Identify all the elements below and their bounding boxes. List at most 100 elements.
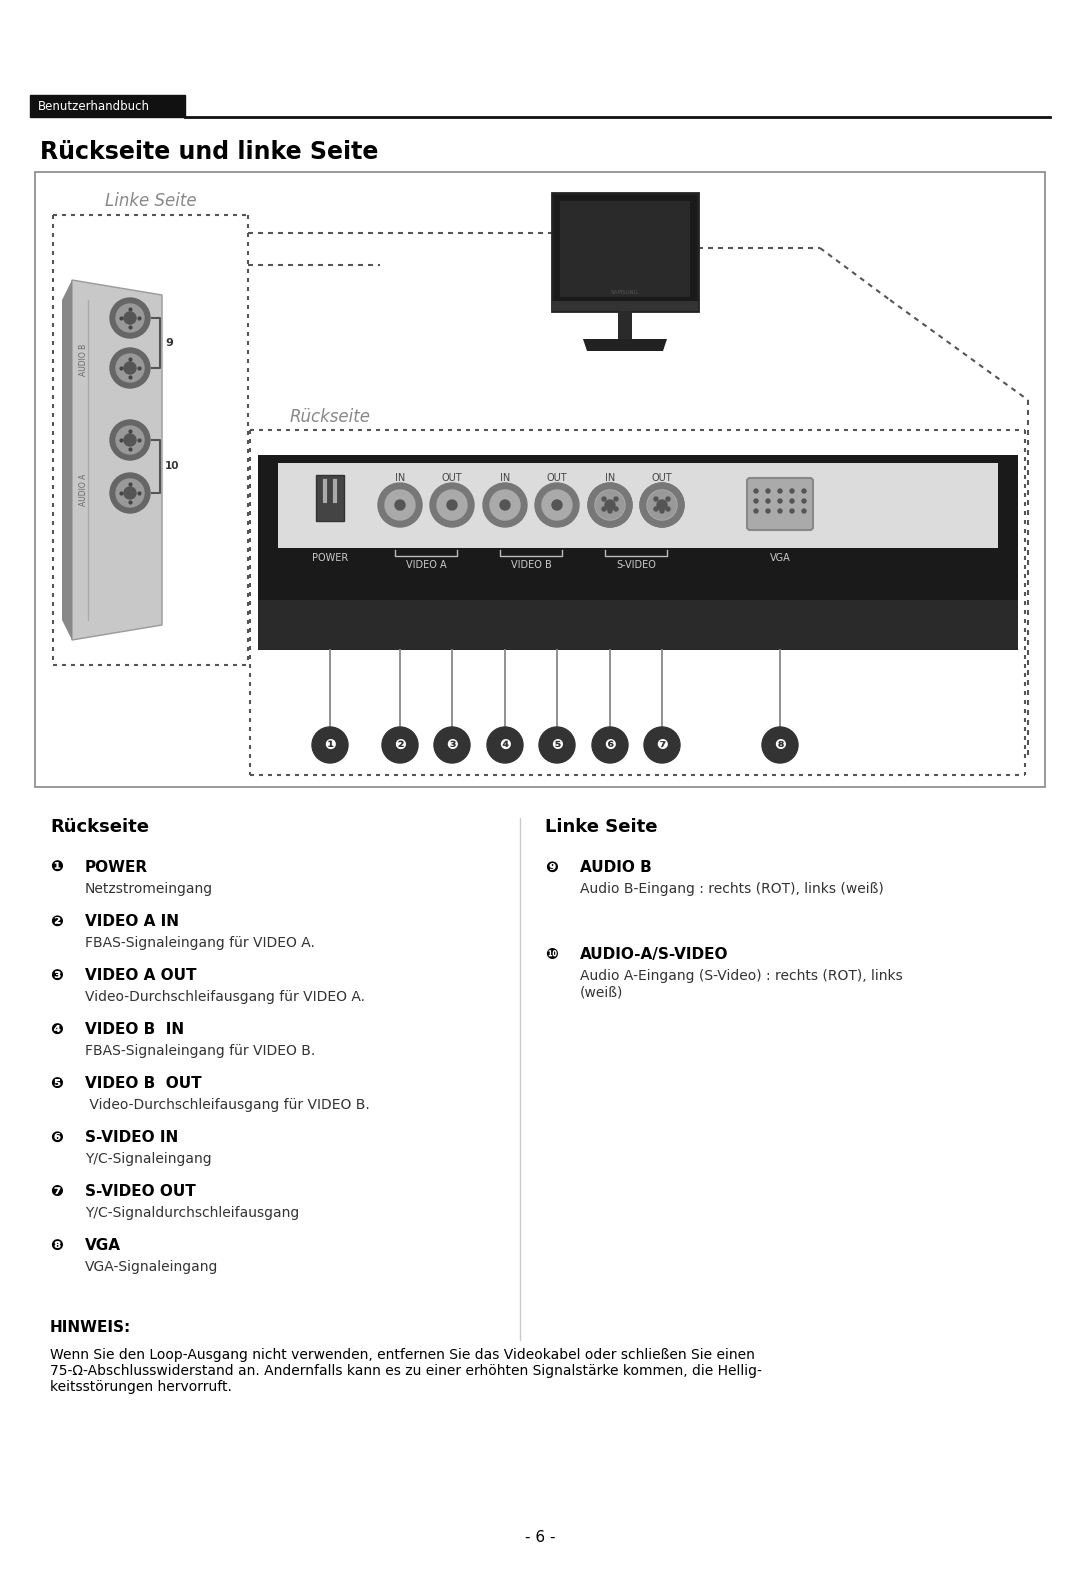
Text: Benutzerhandbuch: Benutzerhandbuch — [38, 100, 150, 112]
Text: OUT: OUT — [442, 474, 462, 483]
Bar — [35, 173, 1045, 787]
Bar — [316, 475, 345, 521]
Circle shape — [116, 304, 144, 333]
Circle shape — [592, 727, 627, 763]
Circle shape — [124, 363, 136, 374]
Circle shape — [124, 434, 136, 447]
Circle shape — [588, 483, 632, 527]
Bar — [258, 600, 1018, 649]
Text: 9: 9 — [165, 337, 173, 348]
Circle shape — [395, 501, 405, 510]
Bar — [258, 455, 1018, 649]
Circle shape — [778, 489, 782, 493]
Circle shape — [483, 483, 527, 527]
Circle shape — [110, 420, 150, 459]
Circle shape — [640, 483, 684, 527]
Text: Linke Seite: Linke Seite — [105, 192, 197, 211]
Bar — [30, 95, 185, 117]
Bar — [561, 201, 690, 296]
Bar — [278, 463, 998, 548]
Text: ❸: ❸ — [446, 738, 458, 752]
Text: S-VIDEO IN: S-VIDEO IN — [85, 1129, 178, 1145]
Circle shape — [110, 298, 150, 337]
Text: Y/C-Signaleingang: Y/C-Signaleingang — [85, 1152, 212, 1166]
Text: Audio A-Eingang (S-Video) : rechts (ROT), links
(weiß): Audio A-Eingang (S-Video) : rechts (ROT)… — [580, 969, 903, 1000]
Text: ❺: ❺ — [551, 738, 563, 752]
Text: ❺: ❺ — [50, 1076, 63, 1091]
Text: AUDIO B: AUDIO B — [79, 344, 87, 375]
Text: Video-Durchschleifausgang für VIDEO B.: Video-Durchschleifausgang für VIDEO B. — [85, 1098, 369, 1112]
Text: Y/C-Signaldurchschleifausgang: Y/C-Signaldurchschleifausgang — [85, 1205, 299, 1220]
Text: VIDEO A: VIDEO A — [406, 561, 446, 570]
Circle shape — [754, 489, 758, 493]
Text: Linke Seite: Linke Seite — [545, 817, 658, 836]
Text: VGA-Signaleingang: VGA-Signaleingang — [85, 1259, 218, 1274]
Text: Rückseite: Rückseite — [291, 409, 372, 426]
Text: ❹: ❹ — [50, 1022, 63, 1038]
Circle shape — [605, 501, 615, 510]
Circle shape — [615, 497, 618, 501]
Text: ❻: ❻ — [50, 1129, 63, 1145]
Circle shape — [382, 727, 418, 763]
Text: ❻: ❻ — [604, 738, 616, 752]
Circle shape — [110, 474, 150, 513]
Circle shape — [802, 489, 806, 493]
Text: POWER: POWER — [312, 553, 348, 562]
Circle shape — [778, 508, 782, 513]
Circle shape — [647, 489, 677, 520]
Circle shape — [378, 483, 422, 527]
Circle shape — [666, 507, 670, 512]
Text: POWER: POWER — [85, 860, 148, 874]
Circle shape — [644, 727, 680, 763]
Text: FBAS-Signaleingang für VIDEO A.: FBAS-Signaleingang für VIDEO A. — [85, 936, 315, 950]
Polygon shape — [62, 280, 72, 640]
Text: VGA: VGA — [770, 553, 791, 562]
Circle shape — [430, 483, 474, 527]
Circle shape — [535, 483, 579, 527]
Circle shape — [116, 353, 144, 382]
Circle shape — [654, 507, 658, 512]
Circle shape — [766, 499, 770, 504]
Text: ❷: ❷ — [50, 914, 63, 928]
Text: FBAS-Signaleingang für VIDEO B.: FBAS-Signaleingang für VIDEO B. — [85, 1044, 315, 1058]
Circle shape — [766, 489, 770, 493]
Text: VIDEO A OUT: VIDEO A OUT — [85, 968, 197, 984]
Circle shape — [802, 508, 806, 513]
Circle shape — [789, 489, 794, 493]
Polygon shape — [72, 280, 162, 640]
Bar — [552, 301, 698, 310]
Circle shape — [116, 478, 144, 507]
Text: Video-Durchschleifausgang für VIDEO A.: Video-Durchschleifausgang für VIDEO A. — [85, 990, 365, 1004]
Bar — [552, 193, 698, 310]
Circle shape — [608, 508, 612, 513]
Circle shape — [552, 501, 562, 510]
Text: S-VIDEO: S-VIDEO — [616, 561, 656, 570]
Circle shape — [490, 489, 519, 520]
Circle shape — [789, 499, 794, 504]
Text: VIDEO B: VIDEO B — [511, 561, 552, 570]
Text: ❷: ❷ — [394, 738, 406, 752]
Circle shape — [500, 501, 510, 510]
Text: ❼: ❼ — [657, 738, 667, 752]
Circle shape — [789, 508, 794, 513]
Text: IN: IN — [395, 474, 405, 483]
Circle shape — [588, 483, 632, 527]
Circle shape — [640, 483, 684, 527]
Circle shape — [596, 491, 624, 520]
Circle shape — [666, 497, 670, 501]
Text: VIDEO B  OUT: VIDEO B OUT — [85, 1076, 202, 1091]
Circle shape — [116, 426, 144, 455]
Circle shape — [124, 312, 136, 325]
Circle shape — [437, 489, 467, 520]
Bar — [618, 310, 632, 339]
Text: IN: IN — [605, 474, 616, 483]
Circle shape — [615, 507, 618, 512]
Text: - 6 -: - 6 - — [525, 1530, 555, 1544]
Circle shape — [654, 497, 658, 501]
Circle shape — [312, 727, 348, 763]
Circle shape — [778, 499, 782, 504]
Text: ❿: ❿ — [545, 947, 558, 961]
Circle shape — [595, 489, 625, 520]
Text: 10: 10 — [165, 461, 179, 470]
Text: VIDEO A IN: VIDEO A IN — [85, 914, 179, 928]
